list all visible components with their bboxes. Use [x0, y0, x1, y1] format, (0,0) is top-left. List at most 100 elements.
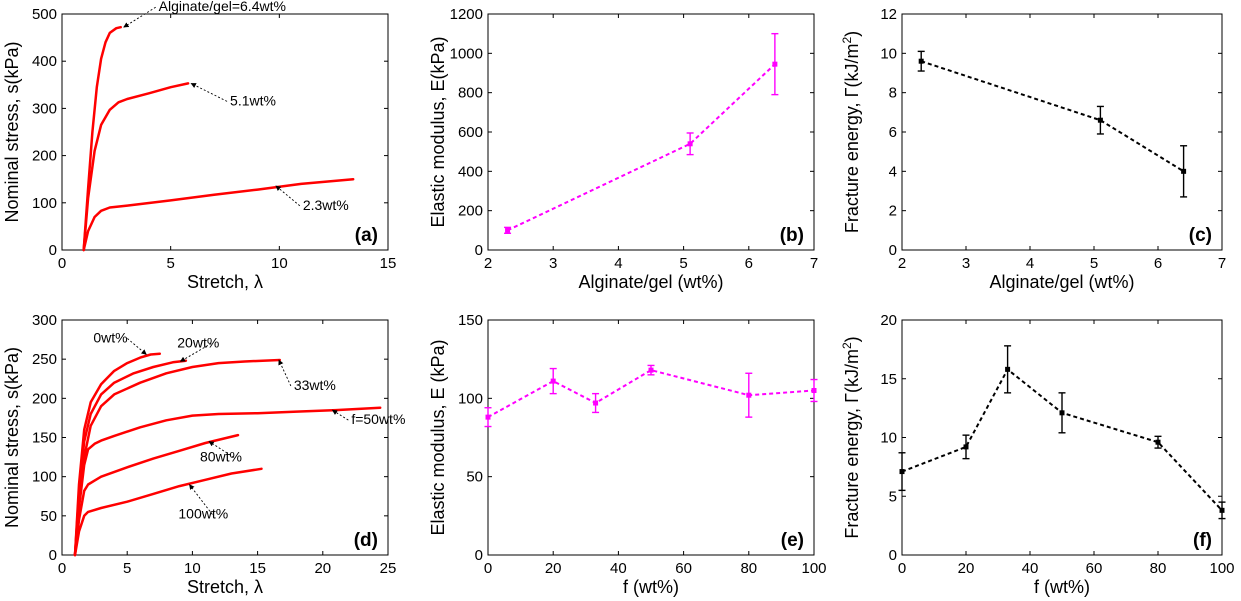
- y-tick-label: 50: [466, 469, 483, 486]
- panel-label: (c): [1189, 225, 1212, 246]
- axes-box: [487, 319, 815, 556]
- y-axis-label: Fracture energy, Γ(kJ/m2): [840, 31, 862, 233]
- data-point: [746, 392, 752, 398]
- x-tick-label: 4: [1026, 255, 1034, 272]
- x-tick-label: 2: [898, 255, 906, 272]
- data-point: [1181, 168, 1187, 174]
- y-tick-label: 800: [458, 85, 483, 102]
- y-tick-label: 6: [889, 124, 897, 141]
- x-axis-label: Stretch, λ: [187, 577, 263, 597]
- data-point: [1219, 507, 1225, 513]
- x-tick-label: 20: [314, 560, 331, 577]
- x-tick-label: 80: [1150, 560, 1167, 577]
- curve-1: [82, 82, 190, 252]
- y-tick-label: 15: [880, 371, 897, 388]
- x-axis-label: Stretch, λ: [187, 272, 263, 292]
- curve-1: [73, 359, 188, 557]
- axes-box: [61, 13, 389, 251]
- x-axis-label: Alginate/gel (wt%): [989, 272, 1134, 292]
- y-tick-label: 1000: [450, 45, 483, 62]
- y-tick-label: 500: [32, 6, 57, 23]
- y-tick-label: 150: [32, 430, 57, 447]
- y-tick-label: 0: [475, 547, 483, 564]
- curve-5: [73, 467, 263, 557]
- data-point: [505, 227, 511, 233]
- y-tick-label: 100: [32, 195, 57, 212]
- x-tick-label: 60: [1086, 560, 1103, 577]
- y-tick-label: 20: [880, 312, 897, 329]
- axes-box: [901, 319, 1223, 556]
- annotation-arrow: [331, 409, 349, 421]
- y-tick-label: 150: [458, 312, 483, 329]
- panel-a: 0 5 10 15 0 100 200 300 400 500 Stretch, λ Nominal …: [2, 0, 396, 292]
- x-tick-label: 15: [249, 560, 266, 577]
- y-tick-label: 8: [889, 85, 897, 102]
- y-tick-label: 200: [458, 203, 483, 220]
- x-axis-label: f (wt%): [1034, 577, 1090, 597]
- x-tick-label: 0: [898, 560, 906, 577]
- trend-line: [487, 369, 815, 418]
- panel-label: (f): [1193, 530, 1212, 551]
- x-tick-label: 7: [1218, 255, 1226, 272]
- annotation-arrow: [179, 343, 212, 362]
- axes-box: [901, 13, 1223, 251]
- data-point: [918, 58, 924, 64]
- y-axis-label-text: Elastic modulus, E (kPa): [428, 339, 448, 535]
- data-point: [963, 444, 969, 450]
- annotation-label: 5.1wt%: [230, 92, 276, 108]
- x-tick-label: 7: [810, 255, 818, 272]
- data-point: [687, 141, 693, 147]
- y-tick-label: 0: [889, 242, 897, 259]
- y-tick-label: 50: [40, 508, 57, 525]
- y-tick-label: 400: [32, 53, 57, 70]
- y-tick-label: 200: [32, 390, 57, 407]
- annotation-label: 100wt%: [178, 506, 228, 522]
- x-tick-label: 60: [675, 560, 692, 577]
- y-axis-label: Elastic modulus, E(kPa): [428, 36, 448, 227]
- curve-2: [82, 177, 355, 252]
- curve-0: [82, 25, 122, 252]
- x-tick-label: 10: [184, 560, 201, 577]
- trend-line: [920, 60, 1185, 173]
- data-point: [593, 400, 599, 406]
- x-tick-label: 40: [1022, 560, 1039, 577]
- x-tick-label: 2: [484, 255, 492, 272]
- y-axis-label: Elastic modulus, E (kPa): [428, 339, 448, 535]
- y-axis-label-superscript: 2: [840, 342, 854, 349]
- x-tick-label: 40: [610, 560, 627, 577]
- annotation-label: 20wt%: [177, 335, 219, 351]
- y-tick-label: 1200: [450, 6, 483, 23]
- y-tick-label: 12: [880, 6, 897, 23]
- y-tick-label: 200: [32, 148, 57, 165]
- y-tick-label: 10: [880, 45, 897, 62]
- y-tick-label: 10: [880, 430, 897, 447]
- x-tick-label: 3: [549, 255, 557, 272]
- x-tick-label: 15: [380, 255, 397, 272]
- y-tick-label: 300: [32, 100, 57, 117]
- y-tick-label: 600: [458, 124, 483, 141]
- y-tick-label: 0: [889, 547, 897, 564]
- data-point: [1097, 117, 1103, 123]
- curve-3: [73, 406, 382, 557]
- y-axis-label: Nominal stress, s(kPa): [2, 41, 22, 222]
- annotation-label: 0wt%: [93, 329, 127, 345]
- annotation-arrow: [190, 82, 228, 102]
- axes-box: [487, 13, 815, 251]
- panel-label: (e): [781, 530, 804, 551]
- x-tick-label: 80: [740, 560, 757, 577]
- data-point: [899, 469, 905, 475]
- y-axis-label-text: Fracture energy, Γ(kJ/m: [842, 44, 862, 234]
- annotation-label: f=50wt%: [351, 411, 405, 427]
- annotation-arrow: [123, 6, 156, 28]
- y-axis-label-text: Nominal stress, s(kPa): [2, 41, 22, 222]
- panel-label: (d): [354, 530, 378, 551]
- data-point: [648, 367, 654, 373]
- annotation-arrow: [127, 338, 147, 355]
- x-tick-label: 4: [614, 255, 622, 272]
- x-tick-label: 20: [545, 560, 562, 577]
- data-point: [811, 388, 817, 393]
- y-tick-label: 250: [32, 351, 57, 368]
